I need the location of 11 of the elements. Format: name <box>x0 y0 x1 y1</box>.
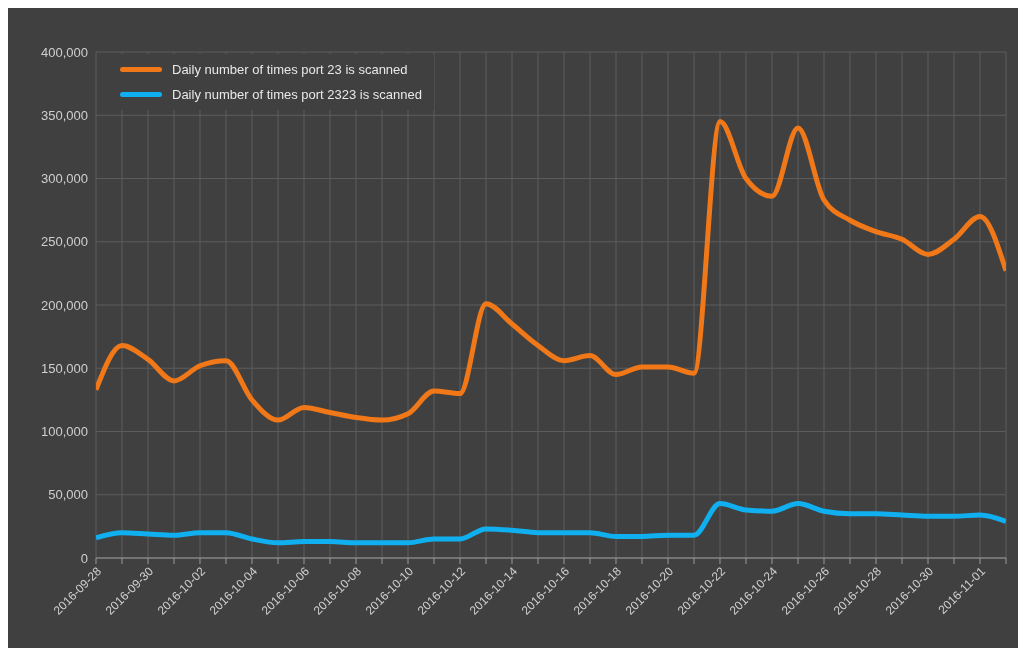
y-tick-label: 0 <box>80 550 88 566</box>
y-tick-label: 200,000 <box>41 297 88 313</box>
y-tick-label: 300,000 <box>41 171 88 187</box>
y-tick-label: 400,000 <box>41 44 88 60</box>
legend-label: Daily number of times port 23 is scanned <box>172 62 408 77</box>
y-tick-label: 50,000 <box>48 487 88 503</box>
legend-label: Daily number of times port 2323 is scanned <box>172 87 423 102</box>
y-tick-label: 250,000 <box>41 234 88 250</box>
y-tick-label: 350,000 <box>41 107 88 123</box>
y-tick-label: 100,000 <box>41 424 88 440</box>
y-tick-label: 150,000 <box>41 360 88 376</box>
